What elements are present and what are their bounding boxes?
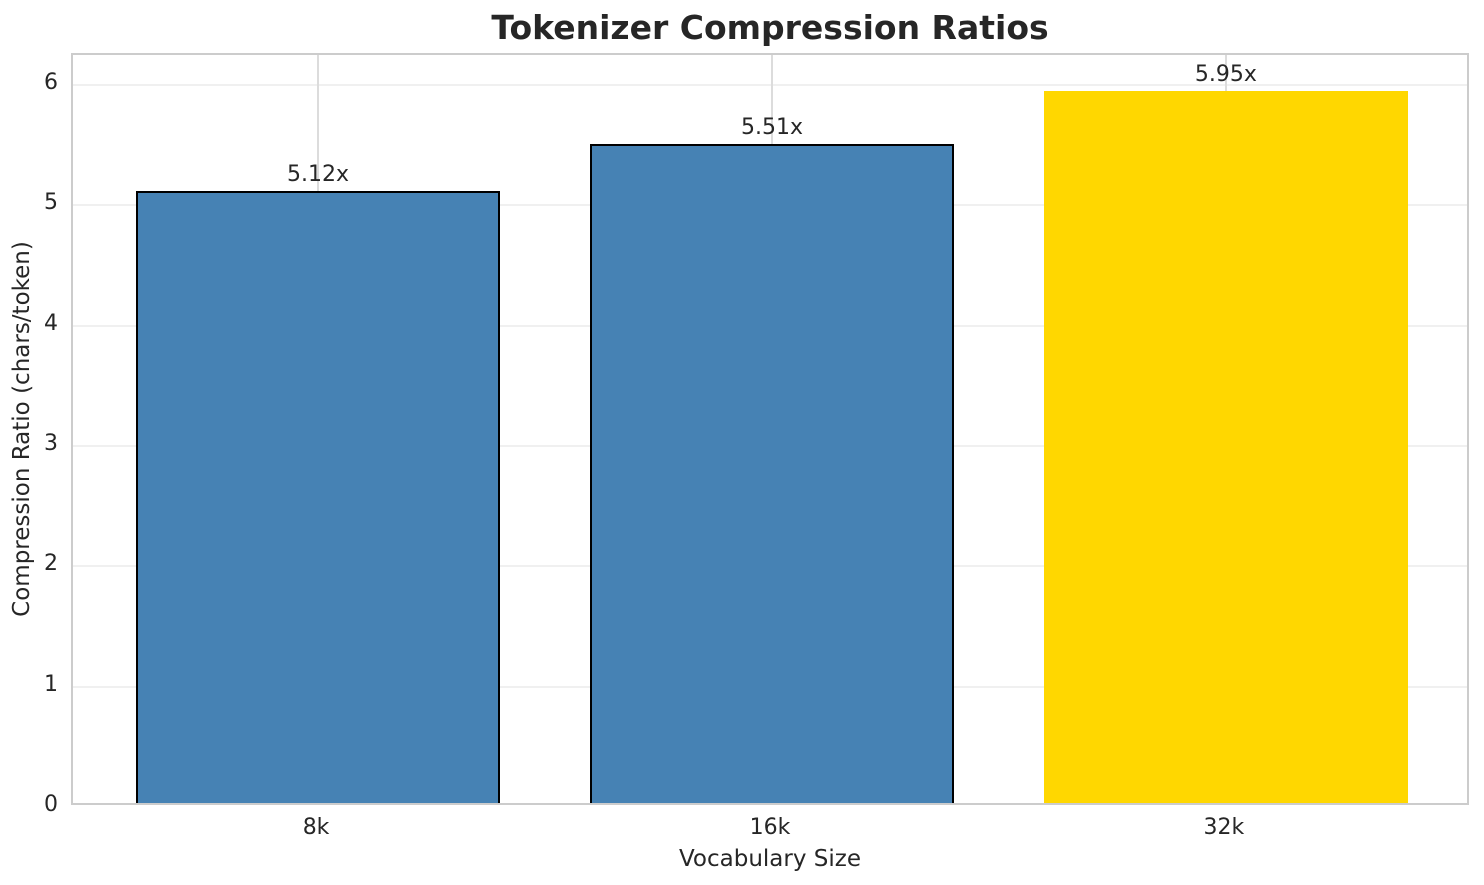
bar-value-label: 5.12x	[287, 161, 350, 187]
y-tick-label: 6	[44, 70, 58, 96]
gridline-horizontal	[73, 84, 1467, 87]
x-tick-label: 8k	[302, 815, 330, 840]
bar-value-label: 5.51x	[740, 115, 804, 141]
y-tick-label: 4	[44, 310, 58, 336]
y-tick-label: 2	[44, 551, 58, 577]
x-tick-label: 32k	[1203, 815, 1245, 840]
y-tick-label: 1	[44, 671, 58, 697]
y-tick-label: 0	[44, 792, 58, 817]
x-tick-label: 16k	[749, 815, 791, 840]
chart-title: Tokenizer Compression Ratios	[491, 8, 1049, 47]
x-axis-label: Vocabulary Size	[678, 846, 861, 872]
bar-32k	[1043, 91, 1408, 803]
plot-area: 5.12x 5.51x 5.95x	[71, 53, 1469, 805]
bar-value-label: 5.95x	[1194, 62, 1257, 88]
y-tick-label: 5	[44, 190, 58, 216]
bar-16k	[590, 144, 954, 803]
y-tick-label: 3	[44, 431, 58, 457]
bar-8k	[136, 190, 501, 803]
